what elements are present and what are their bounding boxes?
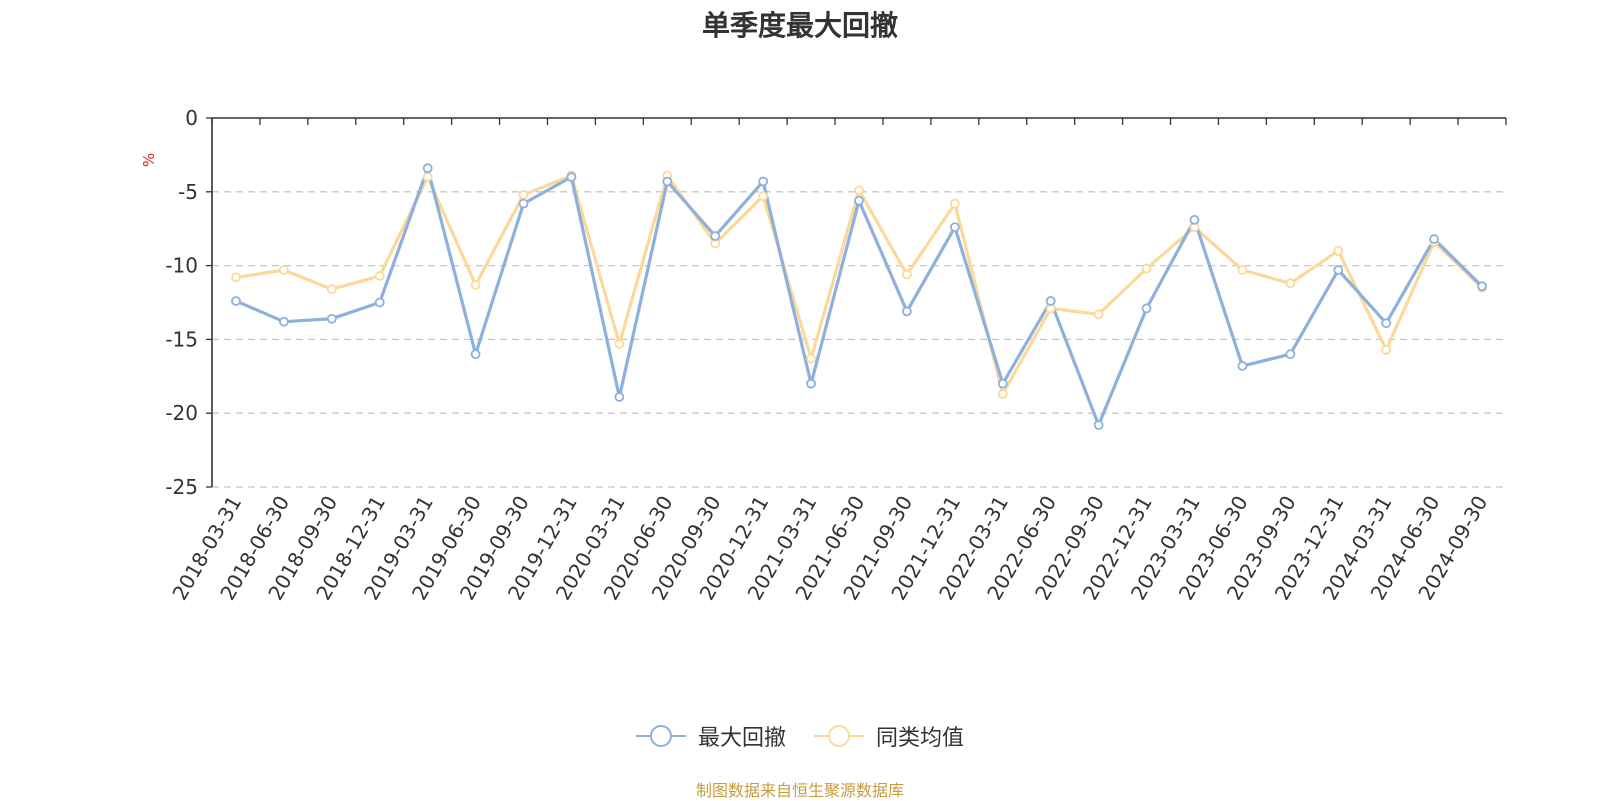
- data-point[interactable]: [1477, 281, 1487, 292]
- data-point[interactable]: [518, 189, 529, 200]
- data-point[interactable]: [470, 279, 481, 290]
- data-point[interactable]: [1333, 265, 1344, 275]
- data-point[interactable]: [1381, 344, 1392, 355]
- data-point[interactable]: [278, 316, 289, 327]
- grid-layer: [212, 191, 1506, 488]
- data-point[interactable]: [758, 176, 769, 187]
- data-point[interactable]: [470, 349, 481, 360]
- legend-marker-icon: [635, 725, 686, 747]
- data-point[interactable]: [758, 191, 769, 202]
- series-line-1: [235, 166, 1484, 427]
- data-point[interactable]: [326, 284, 337, 295]
- data-point[interactable]: [1141, 263, 1152, 274]
- data-point[interactable]: [902, 269, 912, 280]
- chart-title: 单季度最大回撤: [701, 9, 898, 42]
- data-point[interactable]: [949, 222, 960, 233]
- series-line-2: [235, 174, 1484, 396]
- y-tick-label: -25: [165, 475, 198, 499]
- data-point[interactable]: [1189, 214, 1200, 225]
- data-point[interactable]: [231, 296, 241, 306]
- data-point[interactable]: [949, 198, 960, 209]
- data-point[interactable]: [1285, 349, 1296, 360]
- data-point[interactable]: [326, 313, 337, 324]
- data-point[interactable]: [374, 297, 385, 308]
- data-point[interactable]: [1333, 245, 1344, 256]
- data-point[interactable]: [854, 185, 864, 196]
- legend-item-series-2[interactable]: 同类均值: [814, 720, 964, 752]
- y-tick-label: -20: [165, 401, 198, 425]
- data-point[interactable]: [614, 338, 625, 349]
- data-point[interactable]: [1285, 278, 1296, 289]
- data-point[interactable]: [566, 172, 577, 182]
- data-point[interactable]: [662, 176, 673, 187]
- legend-label: 最大回撤: [697, 726, 786, 751]
- data-point[interactable]: [806, 353, 816, 364]
- data-point[interactable]: [422, 163, 433, 174]
- data-point[interactable]: [518, 198, 529, 209]
- data-point[interactable]: [997, 389, 1008, 399]
- data-point[interactable]: [1045, 296, 1056, 306]
- data-point[interactable]: [614, 392, 625, 402]
- data-point[interactable]: [902, 306, 912, 317]
- y-tick-label: -15: [165, 327, 198, 351]
- data-point[interactable]: [806, 378, 816, 389]
- data-point[interactable]: [1429, 234, 1440, 244]
- data-point[interactable]: [1237, 265, 1248, 275]
- y-tick-label: -5: [178, 180, 198, 204]
- data-point[interactable]: [422, 172, 433, 182]
- series-layer: [231, 163, 1487, 430]
- data-point[interactable]: [854, 195, 864, 206]
- axis-layer: [206, 117, 1507, 488]
- y-tick-label: -10: [165, 254, 198, 278]
- data-point[interactable]: [1237, 361, 1248, 371]
- data-point[interactable]: [1093, 309, 1104, 320]
- data-point[interactable]: [278, 265, 289, 275]
- data-point[interactable]: [997, 378, 1008, 389]
- legend: 最大回撤 同类均值: [0, 720, 1600, 752]
- data-point[interactable]: [374, 271, 385, 281]
- legend-item-series-1[interactable]: 最大回撤: [635, 720, 786, 752]
- data-point[interactable]: [1141, 303, 1152, 314]
- data-point[interactable]: [1093, 420, 1104, 430]
- data-point[interactable]: [1381, 318, 1392, 329]
- source-note: 制图数据来自恒生聚源数据库: [695, 781, 904, 800]
- legend-label: 同类均值: [876, 726, 965, 751]
- y-axis-unit-label: %: [140, 153, 158, 167]
- legend-marker-icon: [814, 725, 864, 747]
- data-point[interactable]: [231, 272, 241, 283]
- data-point[interactable]: [710, 231, 721, 241]
- y-tick-label: 0: [185, 106, 198, 130]
